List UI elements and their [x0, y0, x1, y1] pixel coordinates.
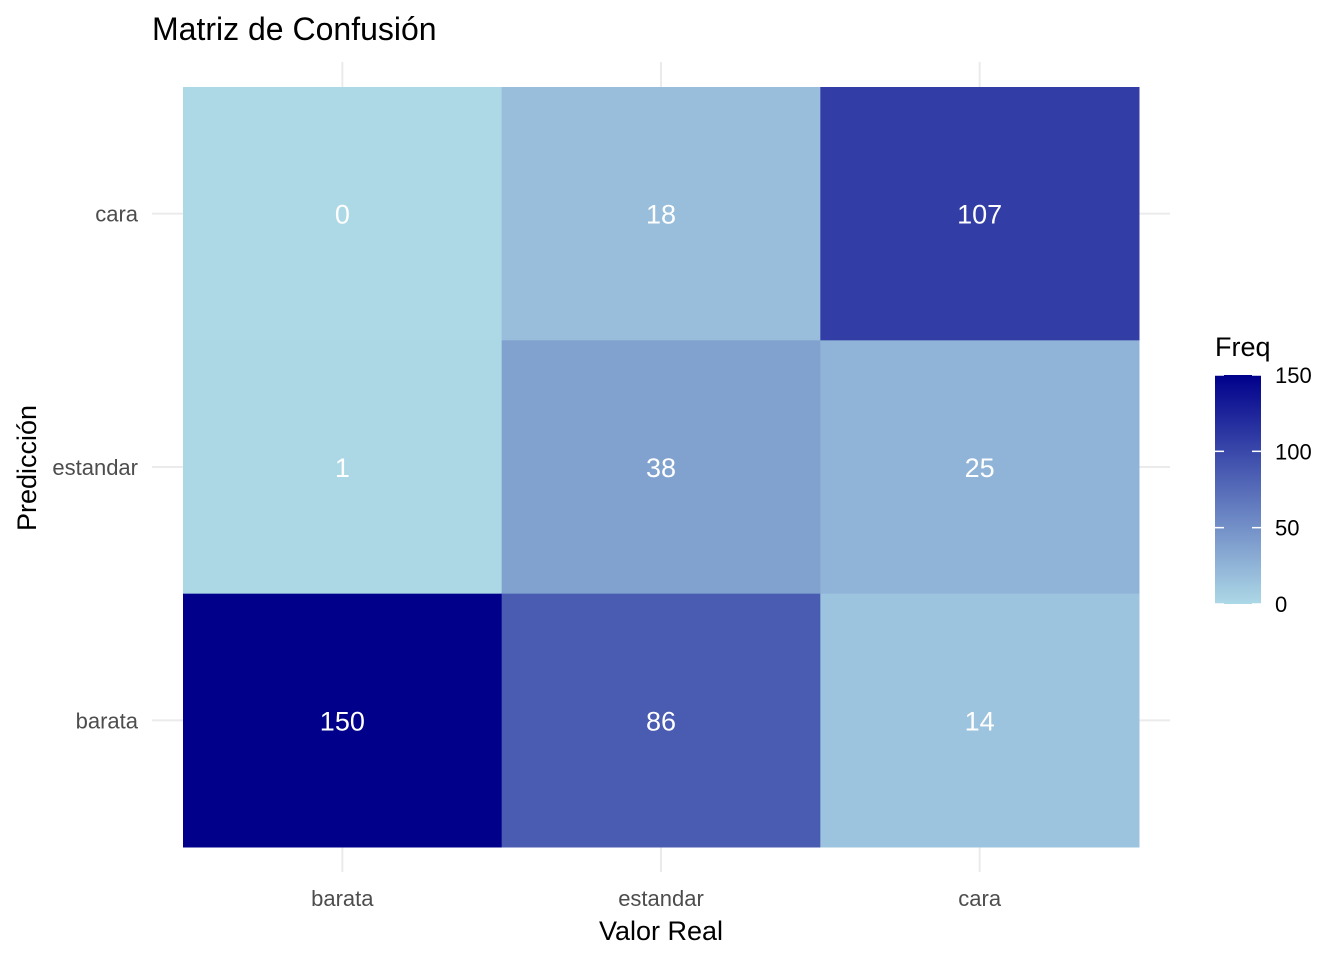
- y-tick-label-cara: cara: [95, 202, 139, 227]
- y-tick-label-barata: barata: [76, 708, 139, 733]
- cell-label-barata-estandar: 86: [646, 706, 676, 736]
- cell-label-barata-barata: 150: [320, 706, 365, 736]
- heatmap-cell-cara-cara: [820, 87, 1140, 341]
- legend-tick-label-100: 100: [1275, 439, 1312, 464]
- color-legend: Freq 0 50 100 150: [1215, 332, 1312, 617]
- cell-label-estandar-estandar: 38: [646, 453, 676, 483]
- heatmap-cell-estandar-barata: [183, 340, 503, 595]
- heatmap-cell-barata-estandar: [501, 593, 821, 848]
- legend-tick-label-0: 0: [1275, 592, 1287, 617]
- heatmap-cell-estandar-estandar: [501, 340, 821, 595]
- x-axis-tick-labels: barata estandar cara: [311, 886, 1002, 911]
- cell-label-cara-cara: 107: [957, 200, 1002, 230]
- cell-value-labels: 0 18 107 1 38 25 150 86 14: [320, 200, 1002, 737]
- y-tick-label-estandar: estandar: [52, 455, 138, 480]
- cell-label-cara-barata: 0: [335, 200, 350, 230]
- legend-tick-label-150: 150: [1275, 363, 1312, 388]
- x-tick-label-estandar: estandar: [618, 886, 704, 911]
- legend-ticks: 0 50 100 150: [1215, 363, 1312, 617]
- x-tick-label-barata: barata: [311, 886, 374, 911]
- cell-label-barata-cara: 14: [965, 706, 995, 736]
- chart-title: Matriz de Confusión: [152, 11, 437, 47]
- x-axis-label: Valor Real: [599, 916, 723, 946]
- legend-title: Freq: [1215, 332, 1271, 362]
- legend-tick-label-50: 50: [1275, 516, 1299, 541]
- y-axis-label: Predicción: [12, 405, 42, 531]
- heatmap-cells: [183, 87, 1140, 848]
- heatmap-cell-cara-barata: [183, 87, 503, 341]
- heatmap-cell-barata-cara: [820, 593, 1140, 848]
- y-axis-tick-labels: barata estandar cara: [52, 202, 138, 734]
- x-tick-label-cara: cara: [958, 886, 1002, 911]
- heatmap-cell-cara-estandar: [501, 87, 821, 341]
- cell-label-cara-estandar: 18: [646, 200, 676, 230]
- cell-label-estandar-cara: 25: [965, 453, 995, 483]
- heatmap-cell-estandar-cara: [820, 340, 1140, 595]
- legend-colorbar: [1215, 375, 1261, 604]
- heatmap-cell-barata-barata: [183, 593, 503, 848]
- cell-label-estandar-barata: 1: [335, 453, 350, 483]
